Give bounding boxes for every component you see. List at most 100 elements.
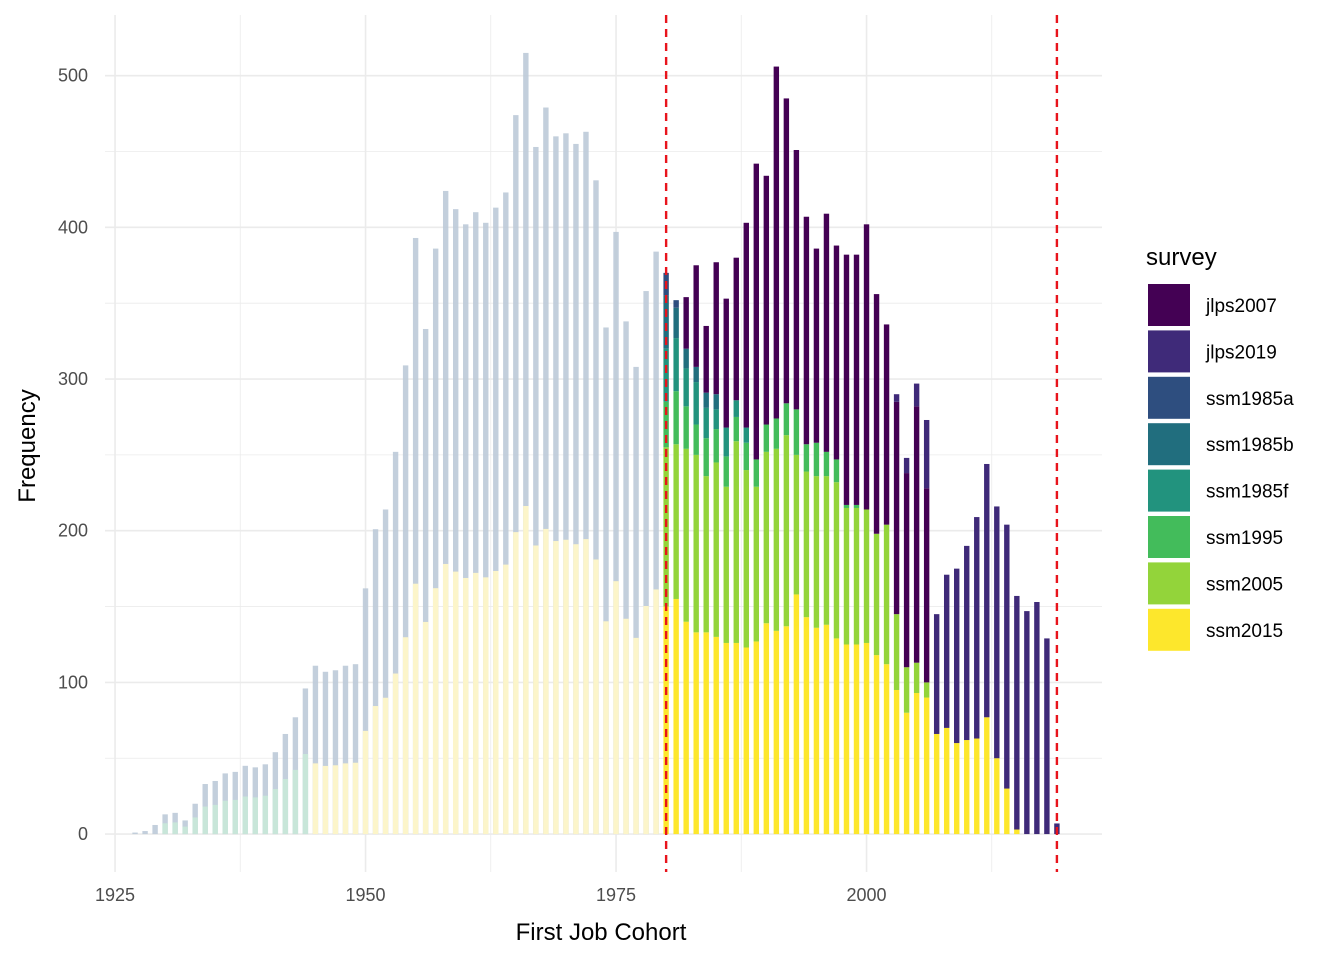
bar-ssm1985b-1983 [693,366,699,383]
y-tick-label: 0 [78,824,88,844]
legend-swatch-jlps2007 [1148,284,1190,326]
legend-items: jlps2007 jlps2019 ssm1985a ssm1985b ssm1985f… [1148,284,1294,651]
faded-bar-base-1954 [402,637,409,835]
bar-ssm1995-1998 [843,504,850,508]
bar-jlps2007-1989 [753,163,760,460]
bar-ssm2005-2001 [873,533,880,656]
faded-bar-1951 [372,529,379,835]
faded-bar-1955 [412,237,419,835]
bar-ssm2015-1997 [833,638,840,835]
bar-ssm1995-1990 [763,424,770,452]
faded-bar-1969 [553,136,559,835]
bar-ssm2015-2006 [923,697,930,835]
bar-jlps2019-2015 [1014,595,1020,830]
bar-ssm2015-1984 [703,632,709,835]
bar-jlps2007-1992 [783,98,790,404]
bar-jlps2007-1990 [763,175,770,425]
cutoff-lines [664,15,1059,872]
bar-ssm2005-1999 [853,507,860,645]
x-tick-label: 2000 [847,885,887,905]
y-axis-title: Frequency [14,389,41,502]
bar-ssm1985b-1980 [663,295,669,349]
y-tick-label: 200 [58,521,88,541]
bar-ssm2015-1996 [823,624,830,835]
bar-ssm2015-1993 [793,594,800,835]
faded-bar-base-1966 [523,505,529,835]
bar-ssm2015-2001 [873,655,880,835]
bar-ssm2015-1999 [853,644,860,835]
faded-bar-base-1945 [312,763,319,835]
bar-ssm2015-1983 [693,632,699,835]
faded-bar-1976 [623,321,629,835]
faded-bar-1957 [432,248,439,835]
bar-ssm1985f-1988 [743,427,749,443]
bar-jlps2019-2005 [913,383,920,407]
faded-bar-1952 [382,509,389,835]
faded-bar-1956 [422,328,429,835]
bar-ssm1995-1988 [743,442,749,471]
bar-ssm2015-2012 [984,717,990,835]
bar-ssm1985f-1983 [693,382,699,425]
bar-jlps2019-2007 [933,614,940,734]
bar-ssm1985f-1982 [683,368,689,407]
bar-ssm1995-1992 [783,403,790,436]
y-tick-label: 300 [58,369,88,389]
faded-bar-base-1932 [182,826,188,835]
bar-ssm1985b-1982 [683,348,689,369]
faded-bar-base-1959 [453,571,459,835]
legend-label-ssm2005: ssm2005 [1206,574,1283,595]
bar-jlps2007-1994 [803,216,810,445]
bar-ssm1985f-1981 [673,338,679,392]
bar-jlps2007-2004 [903,473,910,668]
bar-ssm1985f-1980 [663,348,669,402]
bar-ssm2005-2004 [903,667,910,713]
bar-jlps2007-1996 [823,213,830,452]
faded-bar-1965 [513,115,519,835]
faded-bar-1963 [493,207,499,835]
bar-jlps2007-1988 [743,222,749,428]
y-axis-ticks: 0 100 200 300 400 500 [58,66,88,844]
legend-title: survey [1146,244,1217,271]
bar-ssm2005-2006 [923,682,930,698]
faded-bar-base-1962 [483,577,489,835]
bar-ssm1985f-1985 [713,409,719,430]
legend-label-jlps2019: jlps2019 [1205,342,1277,363]
faded-bar-base-1975 [613,581,619,835]
bar-ssm2005-1983 [693,454,699,633]
bar-ssm2005-1988 [743,470,749,648]
bar-ssm2005-2005 [913,662,920,694]
bar-ssm2005-1986 [723,486,729,643]
faded-bar-base-1939 [252,797,259,835]
bar-jlps2019-2003 [893,394,900,402]
bar-ssm2015-1990 [763,623,770,835]
bar-ssm2005-2003 [893,614,900,690]
bar-jlps2007-1985 [713,262,719,395]
bar-ssm2005-1989 [753,486,760,642]
bar-ssm2015-1995 [813,627,820,835]
y-tick-label: 100 [58,672,88,692]
faded-bar-1978 [643,291,649,835]
legend-swatch-jlps2019 [1148,330,1190,373]
bar-ssm2015-1986 [723,642,729,835]
faded-bar-base-1949 [352,762,359,835]
bar-ssm2005-1985 [713,462,719,637]
faded-bar-base-1956 [422,621,429,835]
bar-ssm2015-2009 [954,743,960,835]
faded-bar-base-1934 [202,806,208,835]
bar-jlps2007-2000 [863,224,870,510]
x-tick-label: 1925 [95,885,135,905]
faded-bar-1947 [332,670,339,835]
bar-ssm2015-2002 [883,664,890,835]
faded-bar-base-1960 [463,577,469,835]
faded-bar-1974 [603,327,609,835]
faded-bar-1946 [322,671,329,835]
bar-jlps2007-1999 [853,254,860,505]
bar-ssm1995-1993 [793,409,800,455]
legend-swatch-ssm1985a [1148,376,1190,419]
faded-bar-1929 [152,824,158,835]
faded-bar-base-1946 [322,765,329,835]
bar-ssm1995-1999 [853,504,860,508]
legend-swatch-ssm2015 [1148,608,1190,651]
legend-label-ssm1985b: ssm1985b [1206,435,1294,456]
